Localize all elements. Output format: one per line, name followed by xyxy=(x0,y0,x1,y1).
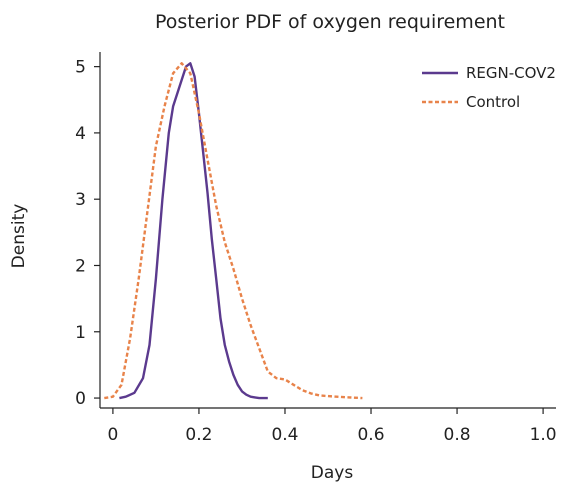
x-tick-label: 0.8 xyxy=(444,425,471,445)
x-tick-label: 1.0 xyxy=(530,425,557,445)
y-tick-label: 4 xyxy=(75,124,86,144)
x-tick-label: 0.4 xyxy=(271,425,298,445)
series-line-regn-cov2 xyxy=(119,62,268,400)
series-layer xyxy=(104,62,363,400)
axes: 0 0.2 0.4 0.6 0.8 1.0 0 1 2 3 4 5 xyxy=(75,52,557,445)
legend-label: REGN-COV2 xyxy=(466,64,556,82)
series-line-control xyxy=(104,62,363,400)
y-tick-label: 0 xyxy=(75,389,86,409)
y-tick-label: 1 xyxy=(75,323,86,343)
x-tick-label: 0 xyxy=(107,425,118,445)
y-axis-label: Density xyxy=(9,204,29,269)
x-axis-label: Days xyxy=(311,463,354,483)
chart-title: Posterior PDF of oxygen requirement xyxy=(155,11,505,33)
y-tick-label: 5 xyxy=(75,58,86,78)
y-tick-label: 3 xyxy=(75,190,86,210)
y-tick-label: 2 xyxy=(75,256,86,276)
legend-label: Control xyxy=(466,93,520,111)
x-tick-label: 0.2 xyxy=(185,425,212,445)
legend: REGN-COV2 Control xyxy=(422,64,556,111)
x-tick-label: 0.6 xyxy=(357,425,384,445)
